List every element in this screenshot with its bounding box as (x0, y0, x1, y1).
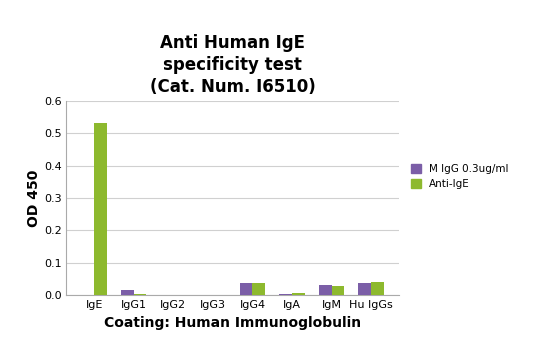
X-axis label: Coating: Human Immunoglobulin: Coating: Human Immunoglobulin (104, 316, 361, 330)
Bar (121, 290, 134, 295)
Bar (371, 282, 384, 295)
Bar (279, 294, 292, 295)
Legend: M IgG 0.3ug/ml, Anti-IgE: M IgG 0.3ug/ml, Anti-IgE (407, 161, 512, 192)
Bar (253, 283, 265, 295)
Y-axis label: OD 450: OD 450 (27, 169, 41, 227)
Bar (94, 123, 107, 295)
Bar (292, 293, 305, 295)
Title: Anti Human IgE
specificity test
(Cat. Num. I6510): Anti Human IgE specificity test (Cat. Nu… (150, 34, 316, 96)
Bar (331, 286, 344, 295)
Bar (319, 285, 331, 295)
Bar (134, 294, 146, 295)
Bar (240, 283, 253, 295)
Bar (358, 283, 371, 295)
